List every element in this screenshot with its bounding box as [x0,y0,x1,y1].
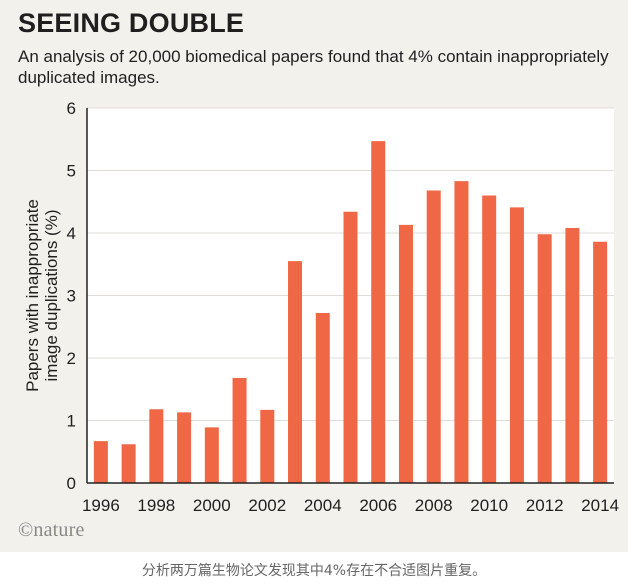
bar-2003 [288,261,303,483]
x-tick-label: 2008 [415,496,453,515]
y-tick-label: 2 [67,349,76,368]
y-axis-label: image duplications (%) [42,210,61,382]
bar-chart: 0 1 2 3 4 5 6 1996 1998 2000 2002 2004 2006 2008 2010 2… [23,99,619,515]
x-tick-label: 2014 [581,496,619,515]
x-tick-label: 2000 [193,496,231,515]
x-tick-label: 2002 [248,496,286,515]
y-tick-label: 4 [67,224,76,243]
bar-2010 [482,195,497,483]
bar-2011 [509,207,524,483]
bar-1996 [93,441,108,483]
x-tick-label: 2004 [304,496,342,515]
x-tick-label: 2010 [470,496,508,515]
bar-2002 [260,409,275,483]
bar-2009 [454,181,469,483]
bar-2014 [593,241,608,483]
bar-2004 [315,313,330,483]
bar-2007 [398,224,413,483]
bar-2006 [371,141,386,483]
y-tick-label: 5 [67,162,76,181]
bar-1998 [149,409,164,483]
y-tick-label: 0 [67,474,76,493]
y-tick-label: 1 [67,412,76,431]
image-caption: 分析两万篇生物论文发现其中4%存在不合适图片重复。 [141,563,487,579]
x-tick-label: 2006 [359,496,397,515]
bar-2008 [426,190,441,483]
bar-2005 [343,211,358,483]
chart-figure: SEEING DOUBLE An analysis of 20,000 biom… [0,0,628,552]
bar-2000 [204,427,219,483]
bar-1997 [121,444,136,483]
x-tick-label: 1998 [137,496,175,515]
chart-subtitle: An analysis of 20,000 biomedical papers … [18,47,609,87]
bar-2013 [565,228,580,483]
y-tick-label: 3 [67,287,76,306]
bar-2001 [232,378,247,483]
nature-credit-logo: ©nature [18,519,85,541]
x-tick-label: 2012 [526,496,564,515]
bar-1999 [177,412,192,483]
chart-title: SEEING DOUBLE [18,8,245,38]
y-axis-label: Papers with inappropriate [23,199,42,392]
x-tick-label: 1996 [82,496,120,515]
y-tick-label: 6 [67,99,76,118]
bar-2012 [537,234,552,483]
